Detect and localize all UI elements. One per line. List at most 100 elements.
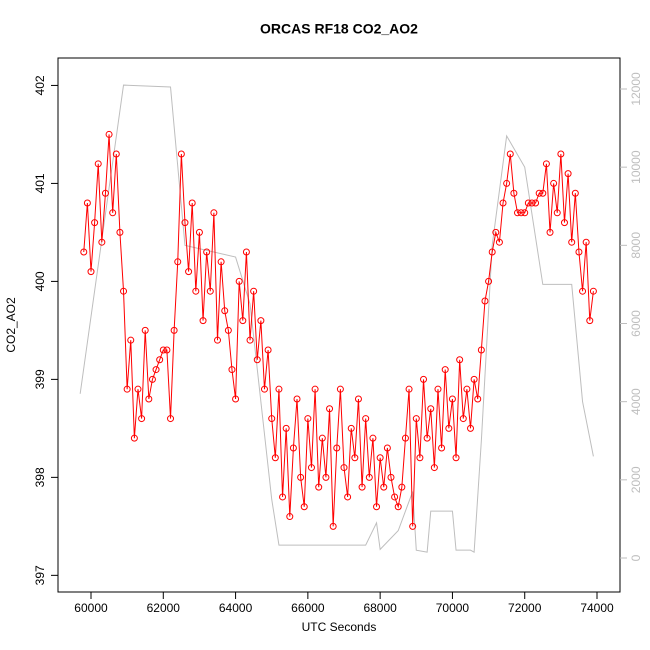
data-point (365, 473, 373, 481)
data-point (456, 356, 464, 364)
data-point (264, 346, 272, 354)
data-point (138, 415, 146, 423)
data-point (553, 209, 561, 217)
data-point (307, 464, 315, 472)
data-point (246, 336, 254, 344)
data-point (369, 434, 377, 442)
data-point (167, 415, 175, 423)
data-point (192, 287, 200, 295)
data-point (105, 130, 113, 138)
data-point (177, 150, 185, 158)
data-point (477, 346, 485, 354)
y-tick-label: 402 (33, 75, 47, 95)
data-point (550, 179, 558, 187)
y2-tick-label: 4000 (629, 388, 643, 415)
data-point (362, 415, 370, 423)
data-point (485, 277, 493, 285)
data-point (409, 522, 417, 530)
data-point (80, 248, 88, 256)
data-point (420, 375, 428, 383)
data-point (481, 297, 489, 305)
data-point (120, 287, 128, 295)
data-point (181, 219, 189, 227)
data-point (286, 513, 294, 521)
data-point (141, 326, 149, 334)
data-point (217, 258, 225, 266)
x-tick-label: 62000 (147, 601, 181, 615)
data-point (560, 219, 568, 227)
data-point (199, 317, 207, 325)
data-point (517, 209, 525, 217)
data-point (470, 375, 478, 383)
data-point (416, 454, 424, 462)
data-point (326, 405, 334, 413)
data-point (253, 356, 261, 364)
data-point (235, 277, 243, 285)
data-point (206, 287, 214, 295)
data-point (513, 209, 521, 217)
data-point (354, 395, 362, 403)
data-point (575, 248, 583, 256)
data-point (488, 248, 496, 256)
data-point (83, 199, 91, 207)
data-point (260, 385, 268, 393)
data-point (539, 189, 547, 197)
y-axis-label: CO2_AO2 (4, 297, 18, 353)
y2-tick-label: 2000 (629, 466, 643, 493)
data-point (156, 356, 164, 364)
data-point (474, 395, 482, 403)
data-point (239, 317, 247, 325)
data-point (499, 199, 507, 207)
data-point (401, 434, 409, 442)
data-point (528, 199, 536, 207)
data-point (351, 454, 359, 462)
data-point (232, 395, 240, 403)
data-point (492, 228, 500, 236)
data-point (423, 434, 431, 442)
data-point (441, 366, 449, 374)
data-point (134, 385, 142, 393)
data-point (542, 160, 550, 168)
data-point (250, 287, 258, 295)
data-point (195, 228, 203, 236)
plot-frame (57, 57, 621, 593)
data-point (347, 424, 355, 432)
data-point (282, 424, 290, 432)
data-point (163, 346, 171, 354)
secondary-line (79, 84, 594, 553)
data-point (112, 150, 120, 158)
data-point (145, 395, 153, 403)
data-point (289, 444, 297, 452)
data-point (130, 434, 138, 442)
data-point (524, 199, 532, 207)
data-point (358, 483, 366, 491)
data-point (391, 493, 399, 501)
data-point (210, 209, 218, 217)
data-point (380, 483, 388, 491)
x-tick-label: 60000 (74, 601, 108, 615)
data-point (203, 248, 211, 256)
data-point (532, 199, 540, 207)
data-point (224, 326, 232, 334)
data-point (571, 189, 579, 197)
data-point (448, 395, 456, 403)
y2-tick-label: 12000 (629, 72, 643, 106)
data-point (329, 522, 337, 530)
data-point (506, 150, 514, 158)
data-point (174, 258, 182, 266)
data-point (427, 405, 435, 413)
chart-title: ORCAS RF18 CO2_AO2 (260, 21, 418, 37)
data-point (434, 385, 442, 393)
data-point (300, 503, 308, 511)
data-point (467, 424, 475, 432)
data-point (94, 160, 102, 168)
data-point (383, 444, 391, 452)
data-point (344, 493, 352, 501)
data-point (521, 209, 529, 217)
x-tick-label: 66000 (291, 601, 325, 615)
data-point (564, 170, 572, 178)
y-tick-label: 397 (33, 565, 47, 585)
data-point (398, 483, 406, 491)
data-point (586, 317, 594, 325)
